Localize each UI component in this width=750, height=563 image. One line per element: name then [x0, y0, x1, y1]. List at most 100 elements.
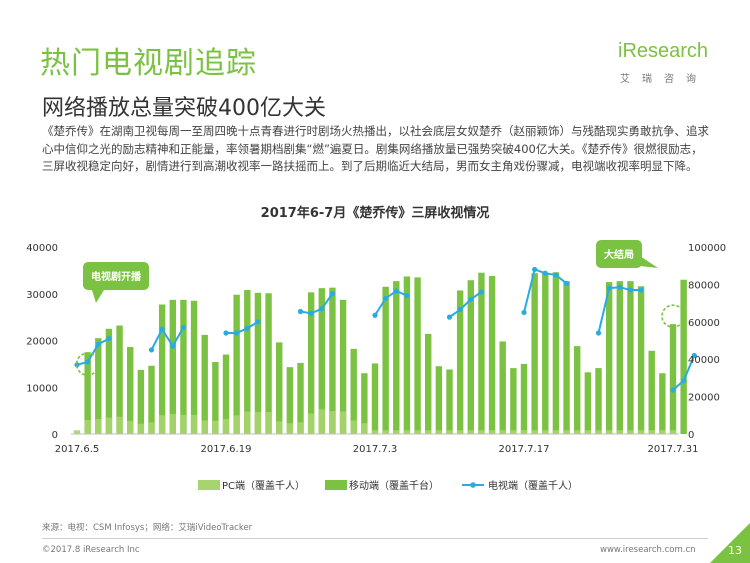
x-tick-label: 2017.7.3 — [353, 444, 398, 455]
tv-point — [457, 307, 463, 313]
legend-mobile-swatch — [325, 480, 347, 490]
mobile-bar — [201, 334, 208, 434]
pc-bar — [169, 413, 176, 434]
mobile-bar — [563, 281, 570, 434]
pc-bar — [563, 430, 570, 434]
pc-bar — [201, 420, 208, 434]
pc-bar — [456, 430, 464, 434]
tv-point — [383, 295, 389, 302]
tv-point — [563, 280, 570, 287]
tv-point — [106, 336, 112, 342]
mobile-bar — [414, 277, 421, 434]
pc-bar — [627, 430, 634, 434]
pc-bar — [584, 430, 592, 434]
mobile-bar — [510, 368, 517, 434]
pc-bar — [659, 430, 666, 434]
mobile-bar — [531, 273, 538, 434]
mobile-bar — [584, 372, 592, 434]
legend-pc-label: PC端（覆盖千人） — [222, 479, 305, 492]
pc-bar — [148, 422, 155, 434]
tv-point — [478, 289, 485, 295]
pc-bar — [637, 430, 645, 434]
mobile-bar — [339, 299, 347, 434]
right-tick-label: 0 — [688, 430, 694, 441]
mobile-bar — [552, 272, 560, 434]
right-tick-label: 40000 — [688, 355, 720, 366]
corner-triangle — [710, 523, 750, 563]
finale-marker — [661, 304, 685, 328]
tv-point — [297, 308, 304, 315]
tv-point — [404, 293, 410, 299]
mobile-bar — [286, 367, 294, 434]
pc-bar — [371, 430, 379, 434]
mobile-bar — [542, 272, 549, 434]
pc-bar — [307, 413, 315, 434]
tv-point — [234, 330, 240, 336]
pc-bar — [669, 430, 677, 434]
tv-point — [170, 343, 176, 349]
tv-point — [542, 270, 548, 276]
pc-bar — [73, 430, 81, 434]
mobile-bar — [222, 354, 230, 434]
mobile-bar — [467, 280, 474, 434]
finale-callout-label: 大结局 — [604, 248, 634, 261]
tv-point — [521, 309, 527, 316]
legend-pc-swatch — [198, 480, 220, 490]
mobile-bar — [361, 373, 368, 434]
mobile-bar — [276, 342, 283, 434]
pc-bar — [616, 430, 623, 434]
pc-bar — [329, 411, 336, 434]
pc-bar — [499, 430, 506, 434]
logo-subtext: 艾瑞咨询 — [620, 74, 708, 85]
mobile-bar — [148, 365, 155, 434]
tv-point — [159, 326, 165, 332]
mobile-bar — [318, 288, 325, 434]
mobile-bar — [169, 299, 176, 434]
tv-series-line — [300, 293, 334, 315]
pc-bar — [297, 422, 304, 434]
mobile-bar — [680, 279, 687, 434]
legend-mobile-label: 移动端（覆盖千台） — [349, 479, 439, 492]
mobile-bar — [190, 300, 198, 434]
tv-point — [468, 296, 474, 302]
pc-bar — [552, 430, 560, 434]
pc-bar — [425, 430, 432, 434]
pc-bar — [393, 430, 400, 434]
x-tick-label: 2017.6.19 — [201, 444, 252, 455]
mobile-bar — [265, 293, 272, 434]
legend-tv-point — [470, 482, 476, 488]
tv-point — [670, 387, 676, 393]
left-tick-label: 30000 — [26, 290, 58, 301]
tv-series-line — [76, 337, 110, 366]
tv-point — [148, 347, 155, 353]
x-tick-label: 2017.7.17 — [499, 444, 550, 455]
pc-bar — [127, 420, 134, 434]
right-tick-label: 100000 — [688, 243, 726, 254]
tv-point — [372, 312, 378, 318]
pc-bar — [350, 420, 357, 434]
mobile-bar — [393, 281, 400, 434]
right-tick-label: 60000 — [688, 318, 720, 329]
right-tick-label: 20000 — [688, 393, 720, 404]
mobile-bar — [307, 292, 315, 434]
left-tick-label: 0 — [52, 430, 58, 441]
tv-point — [691, 352, 697, 359]
mobile-bar — [499, 341, 506, 434]
mobile-bar — [350, 348, 357, 434]
mobile-bar — [616, 281, 623, 434]
copyright: ©2017.8 iResearch Inc — [42, 545, 140, 555]
pc-bar — [212, 420, 219, 434]
mobile-bar — [659, 373, 666, 434]
left-tick-label: 10000 — [26, 383, 58, 394]
mobile-bar — [180, 299, 187, 434]
tv-point — [553, 272, 559, 278]
tv-point — [180, 324, 187, 331]
x-tick-label: 2017.6.5 — [55, 444, 100, 455]
mobile-bar — [520, 363, 528, 434]
mobile-bar — [605, 282, 613, 434]
source-note: 来源：电视：CSM Infosys；网络：艾瑞iVideoTracker — [42, 523, 253, 533]
page-title: 热门电视剧追踪 — [40, 46, 257, 81]
pc-bar — [265, 412, 272, 434]
pc-bar — [116, 416, 123, 434]
pc-bar — [222, 419, 230, 434]
